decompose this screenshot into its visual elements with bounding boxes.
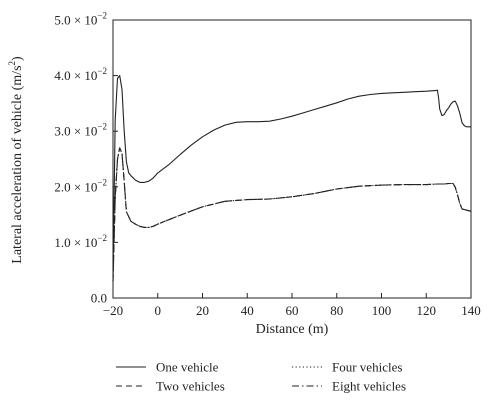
y-tick-label-exponent: −2 [97, 66, 107, 76]
y-axis-label-close: ) [10, 56, 25, 61]
y-tick-label: 3.0 × 10−2 [54, 122, 107, 139]
y-axis-label: Lateral acceleration of vehicle (m/s2) [7, 56, 25, 264]
y-tick-label: 4.0 × 10−2 [54, 66, 107, 83]
plot-frame [112, 19, 472, 299]
x-tick-label: 40 [241, 303, 254, 318]
y-axis-label-superscript: 2 [7, 61, 17, 66]
x-tick-label: 100 [372, 303, 392, 318]
series-lines [112, 75, 472, 282]
y-tick-label: 0.0 [91, 291, 107, 306]
y-tick-label-exponent: −2 [97, 122, 107, 132]
legend-label: Four vehicles [332, 360, 402, 375]
y-tick-label-mantissa: 4.0 × 10 [54, 68, 97, 83]
legend-label: Two vehicles [156, 379, 225, 394]
y-tick-label-mantissa: 3.0 × 10 [54, 124, 97, 139]
legend: One vehicle Two vehicles Four vehicles Eigh… [116, 360, 406, 394]
x-axis-label: Distance (m) [256, 322, 329, 337]
y-tick-label-mantissa: 5.0 × 10 [54, 13, 97, 28]
series-line-eight-vehicles [112, 147, 472, 282]
x-tick-label: 120 [417, 303, 437, 318]
axes [112, 19, 472, 299]
y-tick-label-exponent: −2 [97, 177, 107, 187]
x-tick-label: 20 [196, 303, 209, 318]
x-tick-label: 0 [155, 303, 162, 318]
x-tick-label: −20 [103, 303, 123, 318]
series-line-two-vehicles [112, 147, 472, 282]
y-tick-label-exponent: −2 [97, 233, 107, 243]
series-line-four-vehicles [112, 147, 472, 282]
x-tick-label: 60 [286, 303, 299, 318]
y-tick-label-exponent: −2 [97, 11, 107, 21]
y-tick-label: 2.0 × 10−2 [54, 177, 107, 194]
y-tick-label: 1.0 × 10−2 [54, 233, 107, 250]
x-tick-label: 80 [330, 303, 343, 318]
y-tick-label: 5.0 × 10−2 [54, 11, 107, 28]
legend-label: One vehicle [156, 360, 219, 375]
y-tick-label-mantissa: 1.0 × 10 [54, 235, 97, 250]
y-tick-label-mantissa: 0.0 [91, 291, 107, 306]
x-tick-label: 140 [461, 303, 481, 318]
series-line-one-vehicle [112, 75, 471, 276]
y-axis-label-main: Lateral acceleration of vehicle (m/s [10, 65, 25, 263]
legend-label: Eight vehicles [332, 379, 406, 394]
y-tick-label-mantissa: 2.0 × 10 [54, 179, 97, 194]
